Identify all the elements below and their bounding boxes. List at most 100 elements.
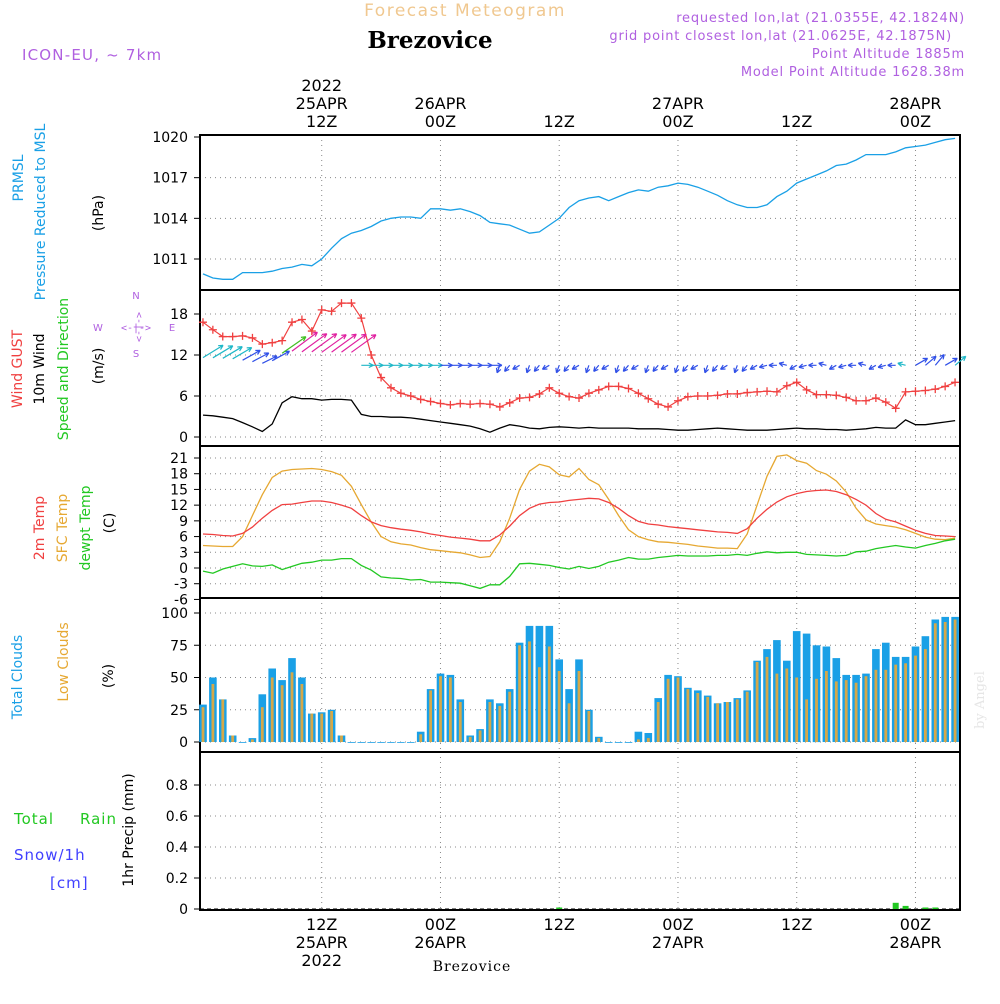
wind-arrow: [868, 364, 877, 370]
y-tick-label: 0.8: [166, 778, 188, 794]
low-cloud-bar: [904, 663, 907, 742]
low-cloud-bar: [429, 690, 432, 742]
top-axis-label: 00Z: [900, 112, 931, 131]
bottom-axis-label: 12Z: [781, 915, 812, 934]
low-cloud-bar: [557, 671, 561, 742]
y-tick-label: 0.6: [166, 809, 188, 825]
gust-marker: [713, 391, 722, 400]
top-axis-label: 26APR: [414, 94, 466, 113]
low-cloud-bar: [745, 691, 749, 742]
gust-marker: [594, 385, 603, 394]
gust-marker: [763, 387, 772, 396]
total-cloud-bar: [377, 742, 385, 743]
low-cloud-bar: [844, 680, 848, 742]
low-cloud-bar: [884, 669, 888, 742]
low-cloud-bar: [231, 735, 235, 742]
gust-marker: [545, 383, 554, 392]
low-cloud-bar: [686, 689, 690, 742]
wind-arrow: [614, 365, 620, 374]
gust-marker: [248, 333, 257, 342]
low-cloud-bar: [894, 664, 898, 742]
point-altitude: Point Altitude 1885m: [812, 47, 965, 62]
gust-marker: [495, 402, 504, 411]
bottom-axis-label: 27APR: [652, 933, 704, 952]
gust-marker: [238, 331, 247, 340]
wind-arrow: [541, 364, 550, 370]
gust-marker: [555, 389, 564, 398]
low-cloud-bar: [656, 702, 660, 742]
gust-marker: [703, 392, 712, 400]
top-axis-label: 12Z: [781, 112, 812, 131]
rain-bar: [932, 907, 939, 909]
gust-marker: [683, 392, 692, 401]
y-tick-label: 21: [170, 451, 188, 467]
y-tick-label: 50: [170, 671, 188, 687]
wind-labels: Wind GUST 10m Wind Speed and Direction (…: [10, 291, 175, 440]
gust-marker: [782, 381, 791, 390]
wind-arrow: [703, 365, 710, 374]
y-tick-label: 6: [179, 530, 188, 546]
gust-marker: [446, 400, 455, 409]
gust-marker: [436, 399, 445, 408]
low-cloud-bar: [726, 702, 729, 742]
gust-marker: [604, 382, 613, 391]
wind-arrow: [768, 362, 777, 369]
total-cloud-bar: [367, 742, 375, 743]
bottom-axis-label: 00Z: [900, 915, 931, 934]
wind-line: [202, 396, 956, 433]
wind-arrow: [630, 364, 639, 370]
low-cloud-bar: [547, 646, 551, 742]
pressure-msl-label: Pressure Reduced to MSL: [33, 123, 49, 300]
gust-marker: [416, 395, 425, 404]
gust-marker: [891, 404, 900, 413]
total-cloud-bar: [604, 742, 613, 743]
wind-arrow: [252, 352, 270, 363]
wind-arrow: [351, 334, 377, 353]
rain-bar: [892, 902, 899, 909]
low-cloud-bar: [854, 682, 858, 742]
gust-marker: [634, 389, 643, 398]
low-cloud-bar: [419, 734, 423, 742]
gust-marker: [208, 325, 217, 334]
gust-marker: [575, 394, 584, 403]
rain-bar: [922, 907, 929, 909]
gust-line: [202, 302, 956, 410]
gust-marker: [456, 399, 465, 408]
wind-speed-dir-label: Speed and Direction: [56, 298, 72, 440]
low-cloud-bar: [449, 677, 452, 742]
gust-marker: [466, 400, 475, 409]
low-cloud-bar: [587, 711, 591, 742]
panel-frame: [199, 134, 961, 291]
wind-arrow: [877, 363, 886, 369]
bottom-axis-label: 2022: [301, 951, 342, 970]
low-cloud-bar: [914, 655, 917, 742]
total-cloud-bar: [802, 633, 811, 742]
low-cloud-bar: [468, 736, 472, 742]
gust-marker: [931, 385, 940, 394]
wind-gust-label: Wind GUST: [10, 329, 26, 408]
low-cloud-bar: [953, 619, 957, 742]
compass-w: W: [93, 323, 103, 334]
gust-marker: [535, 389, 544, 398]
low-cloud-bar: [280, 685, 284, 742]
wind-arrow: [733, 365, 739, 374]
wind-arrow: [719, 364, 728, 370]
precip-unit: 1hr Precip (mm): [121, 773, 137, 886]
faded-title: Forecast Meteogram: [364, 1, 566, 21]
low-cloud-bar: [488, 702, 492, 742]
top-axis-label: 00Z: [425, 112, 456, 131]
wind-arrow: [242, 349, 261, 361]
low-cloud-bar: [735, 699, 739, 742]
low-cloud-bar: [834, 681, 838, 742]
gust-marker: [515, 394, 524, 403]
low-cloud-bar: [933, 623, 937, 742]
gust-marker: [901, 387, 910, 396]
low-cloud-bar: [498, 705, 502, 742]
low-cloud-bar: [755, 662, 759, 742]
low-cloud-bar: [538, 667, 541, 742]
low-cloud-bar: [201, 707, 205, 742]
gust-marker: [317, 305, 326, 314]
y-tick-label: 1014: [152, 211, 188, 227]
rain-bar: [902, 905, 909, 909]
